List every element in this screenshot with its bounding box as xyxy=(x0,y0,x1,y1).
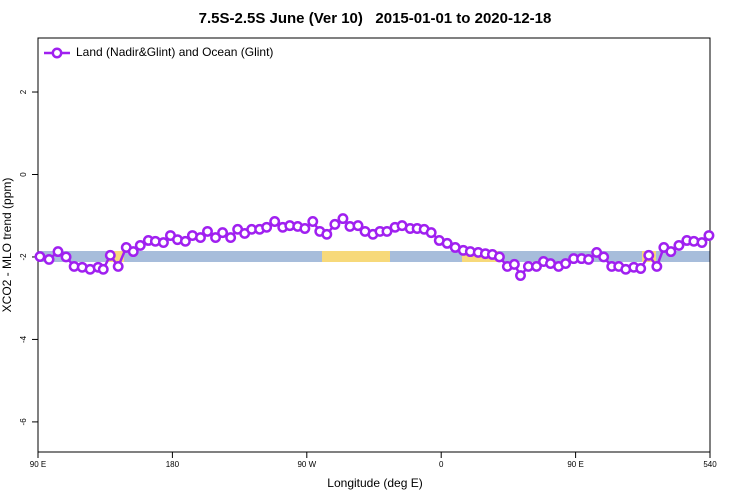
data-point xyxy=(112,260,124,272)
legend-marker xyxy=(51,47,63,59)
x-tick-label: 0 xyxy=(439,460,444,469)
land-strip xyxy=(108,251,124,262)
data-point xyxy=(179,235,191,247)
data-point xyxy=(441,237,453,249)
data-point xyxy=(43,253,55,265)
data-point xyxy=(643,249,655,261)
data-point xyxy=(104,249,116,261)
data-point xyxy=(34,251,46,262)
legend-label: Land (Nadir&Glint) and Ocean (Glint) xyxy=(76,45,273,59)
y-tick-label: -2 xyxy=(19,253,28,261)
land-strip xyxy=(322,251,390,262)
x-tick-label: 90 E xyxy=(30,460,46,469)
data-point xyxy=(352,220,364,232)
x-tick-label: 90 W xyxy=(297,460,316,469)
data-point xyxy=(635,263,647,274)
x-tick-label: 180 xyxy=(166,460,180,469)
data-point xyxy=(508,258,520,270)
data-point xyxy=(52,246,64,258)
data-point xyxy=(531,260,542,272)
data-point xyxy=(321,228,333,240)
data-point xyxy=(673,239,685,251)
data-point xyxy=(493,251,505,263)
data-point xyxy=(210,232,222,244)
data-point xyxy=(307,216,319,227)
data-point xyxy=(134,239,146,251)
data-point xyxy=(97,263,109,275)
data-point xyxy=(217,227,229,239)
data-point xyxy=(225,232,237,244)
data-point xyxy=(329,218,341,230)
data-point xyxy=(269,216,281,227)
data-point xyxy=(425,227,437,239)
chart-title: 7.5S-2.5S June (Ver 10) 2015-01-01 to 20… xyxy=(199,10,552,27)
data-point xyxy=(703,230,715,241)
data-point xyxy=(157,237,169,248)
data-point xyxy=(560,258,572,270)
y-tick-label: -4 xyxy=(19,335,28,343)
y-tick-label: 2 xyxy=(19,89,28,94)
y-tick-label: -6 xyxy=(19,418,28,426)
data-point xyxy=(651,260,663,272)
data-point xyxy=(299,223,311,234)
data-point xyxy=(583,253,595,265)
data-point xyxy=(127,246,139,258)
data-point xyxy=(515,270,526,281)
data-point xyxy=(195,232,206,244)
data-point xyxy=(337,213,349,225)
data-point xyxy=(261,221,273,233)
data-point xyxy=(60,251,72,263)
y-tick-label: 0 xyxy=(19,172,28,177)
data-point xyxy=(696,237,708,248)
data-point xyxy=(665,246,677,258)
x-tick-label: 90 E xyxy=(567,460,583,469)
data-point xyxy=(598,251,610,263)
x-tick-label: 540 xyxy=(703,460,717,469)
x-axis-label: Longitude (deg E) xyxy=(327,476,422,490)
data-point xyxy=(202,225,213,237)
data-point xyxy=(381,225,393,237)
y-axis-label: XCO2 - MLO trend (ppm) xyxy=(0,178,14,313)
plot-frame xyxy=(37,37,711,453)
